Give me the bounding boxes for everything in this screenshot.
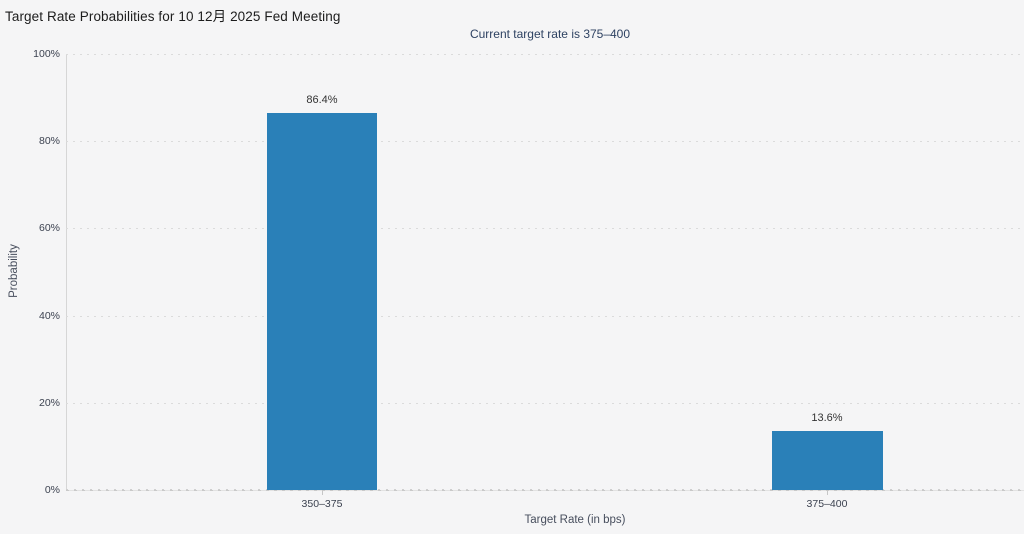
bar-value-label: 86.4%: [306, 94, 338, 107]
y-gridline: [66, 402, 1024, 404]
x-axis-title: Target Rate (in bps): [524, 514, 626, 526]
y-tick-label: 40%: [38, 309, 60, 322]
y-tick-label: 100%: [33, 48, 60, 60]
probability-bar: [267, 113, 377, 490]
y-gridline: [66, 228, 1024, 230]
probability-bar: [771, 430, 883, 490]
y-tick-label: 80%: [38, 135, 60, 148]
x-tick-mark: [322, 490, 323, 495]
y-tick-label: 60%: [38, 222, 60, 235]
x-category-label: 375–400: [806, 498, 848, 510]
x-tick-mark: [827, 490, 828, 495]
bar-value-label: 13.6%: [811, 411, 843, 424]
y-axis-title: Probability: [8, 244, 20, 298]
x-axis-line: [66, 490, 1024, 491]
y-gridline: [66, 489, 1024, 490]
y-gridline: [66, 141, 1024, 143]
x-category-label: 350–375: [301, 498, 343, 510]
y-gridline: [66, 315, 1024, 317]
y-gridline: [66, 54, 1024, 55]
chart-title: Target Rate Probabilities for 10 12月 202…: [5, 9, 341, 24]
y-tick-label: 0%: [44, 484, 60, 496]
y-tick-label: 20%: [38, 396, 60, 409]
y-axis-line: [66, 54, 67, 490]
chart-subtitle: Current target rate is 375–400: [469, 27, 631, 41]
